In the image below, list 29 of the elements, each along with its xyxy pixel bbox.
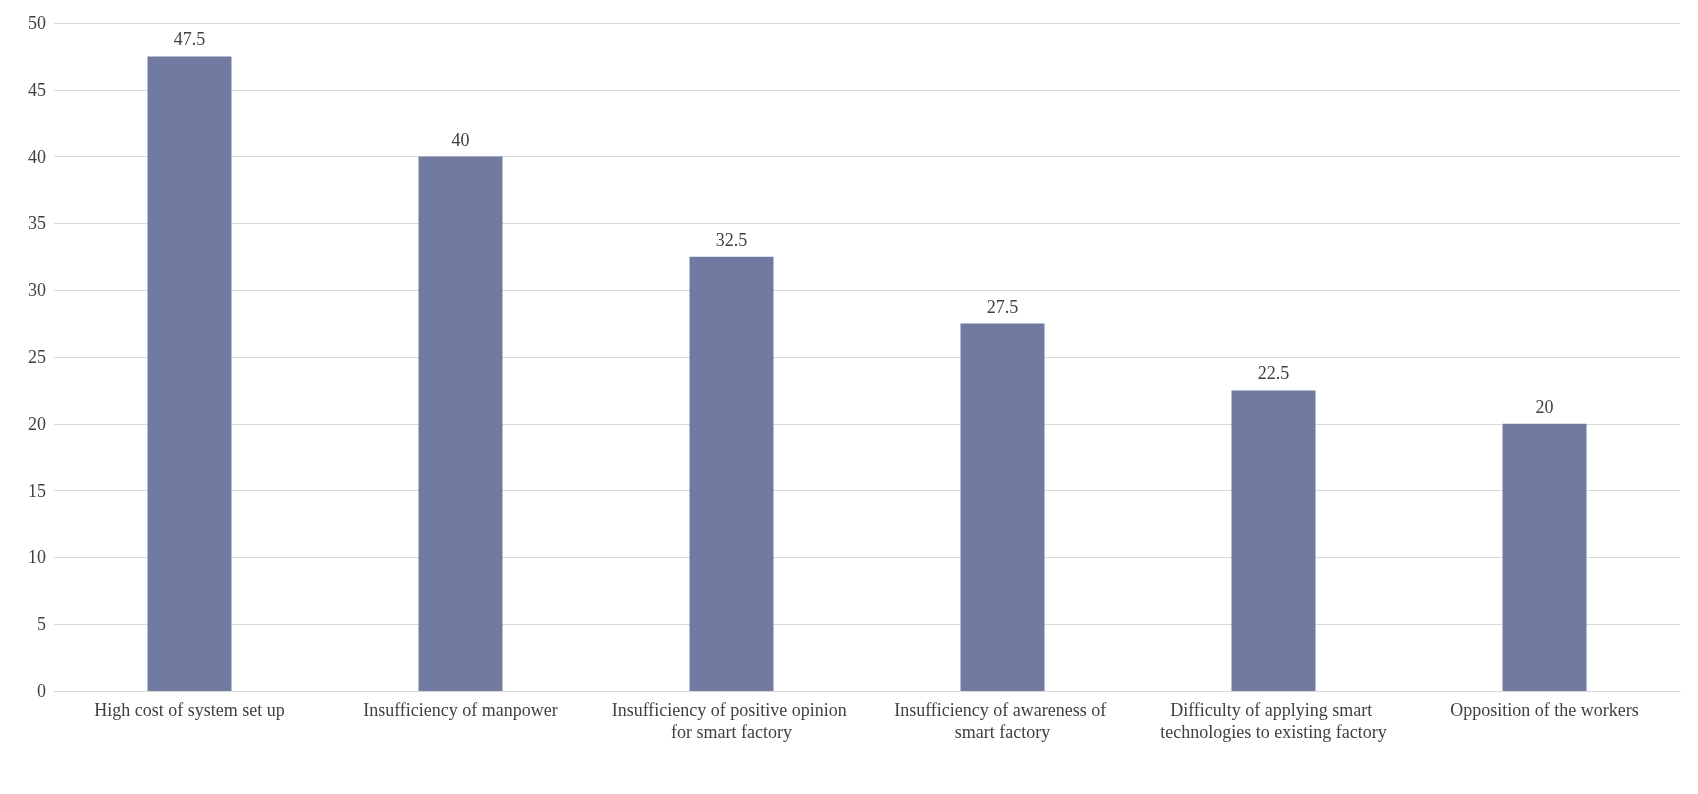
data-label: 32.5 — [715, 229, 748, 250]
x-tick-label: Insufficiency of manpower — [363, 700, 558, 720]
y-tick-label: 0 — [37, 681, 46, 701]
x-tick-label: Insufficiency of awareness of smart factory — [894, 700, 1111, 742]
y-tick-label: 15 — [28, 480, 46, 501]
bar — [418, 156, 503, 691]
data-label: 47.5 — [173, 29, 206, 50]
bar — [1231, 390, 1316, 691]
data-label: 22.5 — [1257, 363, 1290, 384]
x-tick-label: Opposition of the workers — [1450, 700, 1639, 720]
y-tick-label: 50 — [28, 13, 46, 33]
y-tick-label: 25 — [28, 347, 46, 367]
x-tick-label: High cost of system set up — [94, 700, 285, 720]
data-label: 27.5 — [986, 296, 1019, 317]
bar — [689, 256, 774, 691]
data-label: 40 — [451, 129, 470, 150]
bar — [960, 323, 1045, 691]
data-label: 20 — [1535, 396, 1554, 417]
y-tick-label: 35 — [28, 213, 46, 234]
y-tick-label: 30 — [28, 280, 46, 301]
x-tick-label: Difficulty of applying smart technologies to existing factory — [1160, 700, 1387, 742]
y-tick-label: 10 — [28, 547, 46, 568]
y-tick-label: 5 — [37, 614, 46, 635]
bar — [147, 56, 232, 691]
y-tick-label: 45 — [28, 79, 46, 100]
bar — [1502, 423, 1587, 691]
y-tick-label: 20 — [28, 413, 46, 434]
y-tick-label: 40 — [28, 146, 46, 167]
x-tick-label: Insufficiency of positive opinion for smart factory — [611, 700, 852, 742]
